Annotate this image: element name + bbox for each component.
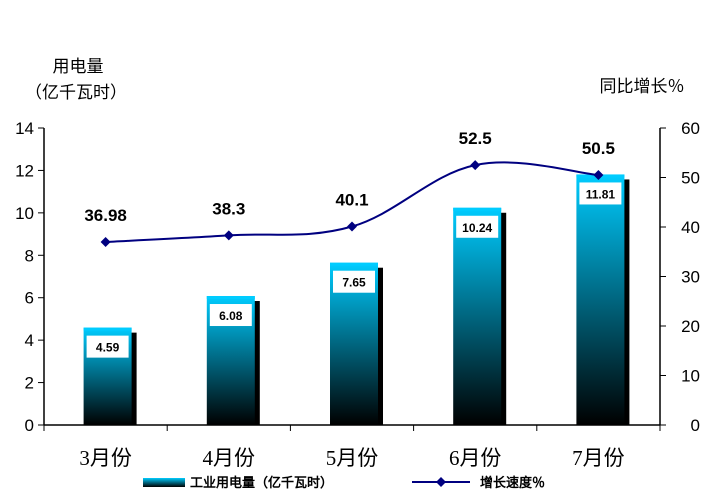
left-tick-label: 0 [25,416,34,435]
bars [83,174,630,425]
right-axis-title: 同比增长％ [600,77,685,97]
bar [576,174,625,425]
bar-top [206,296,255,300]
growth-data-label: 36.98 [84,206,127,225]
data-labels: 4.59 6.08 7.65 10.24 11.81 36.98 38.3 40.1 52.5 5… [84,129,622,358]
bar-label-box [209,304,252,327]
growth-data-label: 38.3 [212,199,245,218]
left-tick-label: 12 [15,161,34,180]
left-tick-label: 2 [25,374,34,393]
growth-point [347,221,357,232]
legend-bar-label: 工业用电量（亿千瓦时） [190,475,333,491]
growth-point [223,230,234,241]
bar-label-box [579,182,622,205]
bar-data-label: 10.24 [462,221,492,235]
bar-label-box [333,270,375,293]
bar-data-label: 4.59 [96,341,120,355]
bar-top [453,207,502,211]
legend-line-label: 增长速度％ [480,475,545,491]
left-axis-title-line2: （亿千瓦时） [25,83,127,103]
bar-top [83,327,132,331]
category-label: 6月份 [449,446,502,470]
category-label: 4月份 [203,446,256,470]
left-tick-label: 6 [25,289,34,308]
bar-data-label: 7.65 [342,276,366,290]
bar-label-box [86,335,129,358]
category-label: 5月份 [326,446,379,470]
category-label: 3月份 [79,446,132,470]
bar-top [330,262,378,266]
bar-data-label: 6.08 [219,309,243,323]
right-tick-label: 0 [691,416,700,435]
right-tick-label: 40 [681,218,700,237]
right-tick-label: 20 [681,317,700,336]
growth-data-label: 52.5 [459,129,492,148]
right-tick-label: 30 [681,268,700,287]
category-label: 7月份 [572,446,625,470]
left-tick-label: 10 [15,204,34,223]
line-series [100,160,604,247]
growth-point [100,236,111,247]
left-axis-title-line1: 用电量 [53,57,104,77]
bar-label-box [456,215,499,238]
left-tick-label: 4 [25,331,34,350]
growth-data-label: 40.1 [335,191,368,210]
right-tick-label: 10 [681,367,700,386]
bar [453,207,502,425]
bar-data-label: 11.81 [586,187,616,201]
legend: 工业用电量（亿千瓦时） 增长速度％ [143,475,545,491]
right-tick-label: 50 [681,169,700,188]
growth-point [470,160,481,171]
legend-line-marker [436,477,446,487]
growth-data-label: 50.5 [582,139,615,158]
left-tick-label: 8 [25,246,34,265]
axes: 0 2 4 6 8 10 12 14 0 10 20 30 40 50 60 3月份 4月份 5月份 6月份 7月份 [15,119,700,470]
legend-bar-swatch [143,478,185,487]
left-tick-label: 14 [15,119,34,138]
right-tick-label: 60 [681,119,700,138]
growth-point [593,170,604,181]
